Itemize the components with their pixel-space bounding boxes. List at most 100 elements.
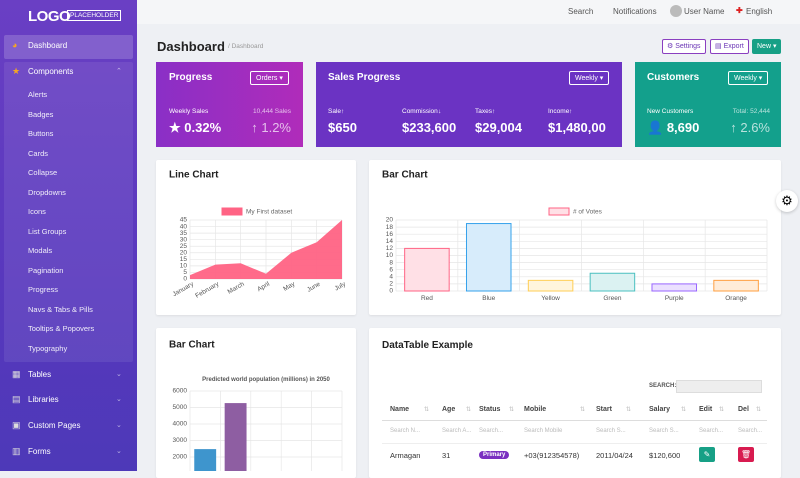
submenu-item[interactable]: Icons [28, 207, 46, 216]
column-header[interactable]: Salary [649, 406, 671, 413]
submenu-item[interactable]: Typography [28, 343, 68, 353]
submenu-item[interactable]: Modals [28, 246, 53, 255]
stat-value: 8,690 [666, 120, 700, 135]
chevron: ⌄ [116, 396, 122, 403]
x-tick-label: Blue [482, 295, 495, 302]
stat-value: 1.2% [261, 120, 291, 135]
column-filter[interactable]: Search N... [390, 428, 421, 434]
x-tick-label: April [256, 280, 271, 293]
language[interactable]: English [746, 7, 773, 16]
column-header[interactable]: Edit [699, 406, 713, 413]
progress-card: Progress Orders ▾ Weekly Sales 10,444 Sa… [156, 62, 303, 147]
column-header[interactable]: Name [390, 406, 410, 413]
column-header[interactable]: Start [596, 406, 612, 413]
y-tick-label: 18 [386, 224, 394, 231]
y-tick-label: 14 [386, 238, 394, 245]
y-tick-label: 20 [386, 217, 394, 224]
legend-swatch [548, 207, 570, 216]
search-input[interactable] [676, 380, 762, 393]
column-header[interactable]: Del [738, 406, 749, 413]
button-label: New [757, 43, 772, 50]
menu-item[interactable]: Dashboard [28, 41, 68, 50]
y-tick-label: 4 [389, 274, 393, 281]
submenu-item[interactable]: Alerts [28, 90, 48, 99]
export-button[interactable]: ▤ Export [710, 39, 749, 54]
metric-value: $233,600 [402, 120, 457, 135]
new-button[interactable]: New ▾ [752, 39, 782, 54]
bar [589, 272, 636, 292]
submenu-item[interactable]: Pagination [28, 265, 64, 275]
submenu-item[interactable]: Dropdowns [28, 187, 66, 197]
column-filter[interactable]: Search... [479, 428, 504, 434]
sort-icon: ⇅ [466, 407, 472, 413]
x-tick-label: May [282, 280, 297, 293]
dropdown[interactable]: Orders ▾ [250, 71, 289, 85]
sort-icon: ⇅ [424, 407, 430, 413]
y-tick-label: 10 [386, 252, 394, 259]
menu-item[interactable]: Tables [28, 370, 52, 379]
settings-fab[interactable]: ⚙ [776, 190, 798, 212]
submenu-item[interactable]: Navs & Tabs & Pills [28, 304, 93, 314]
search-link[interactable]: Search [568, 7, 594, 16]
datatable-card: DataTable Example SEARCH: Name ⇅ Search N.… [369, 328, 781, 478]
y-tick-label: 25 [180, 243, 188, 250]
submenu-item[interactable]: Badges [28, 109, 54, 119]
dropdown[interactable]: Weekly ▾ [569, 71, 610, 85]
menu-item[interactable]: Libraries [28, 395, 59, 404]
column-header[interactable]: Age [442, 406, 456, 413]
menu-icon: ◕ [12, 40, 18, 50]
column-filter[interactable]: Search A... [442, 428, 472, 434]
delete-button[interactable]: 🗑 [738, 447, 754, 462]
page-title: Dashboard [157, 39, 225, 54]
arrow: ↑ [569, 108, 573, 115]
flag: ✚ [736, 6, 743, 15]
card-title: Customers [647, 72, 700, 83]
table-cell: +03(912354578) [524, 451, 580, 460]
y-tick-label: 4000 [173, 421, 188, 428]
submenu-item[interactable]: Collapse [28, 168, 58, 177]
submenu-item[interactable]: Progress [28, 285, 59, 294]
column-filter[interactable]: Search Mobile [524, 428, 563, 434]
edit-button[interactable]: ✎ [699, 447, 715, 462]
menu-item[interactable]: Components [28, 67, 74, 76]
menu-icon: ▣ [12, 420, 21, 430]
bar [651, 283, 698, 292]
submenu-item[interactable]: Buttons [28, 129, 54, 138]
submenu-item[interactable]: List Groups [28, 226, 67, 236]
column-header[interactable]: Mobile [524, 406, 547, 413]
x-tick-label: July [333, 280, 347, 292]
notifications-link[interactable]: Notifications [613, 7, 657, 16]
x-tick-label: January [171, 280, 195, 298]
column-filter[interactable]: Search... [699, 428, 724, 434]
column-header[interactable]: Status [479, 406, 501, 413]
column-filter[interactable]: Search... [738, 428, 763, 434]
active-row [4, 35, 133, 59]
status-badge: Primary [479, 451, 510, 459]
card-title: Progress [169, 72, 213, 83]
menu-item[interactable]: Forms [28, 447, 51, 456]
y-tick-label: 10 [180, 263, 188, 270]
card-title: DataTable Example [382, 340, 473, 351]
button-label: Settings [675, 43, 701, 50]
dropdown[interactable]: Weekly ▾ [728, 71, 769, 85]
user-menu[interactable]: User Name [684, 7, 725, 16]
stat-label: 10,444 Sales [253, 108, 291, 115]
customers-card: Customers Weekly ▾ New Customers Total: … [635, 62, 781, 147]
y-tick-label: 45 [180, 217, 188, 224]
x-tick-label: Purple [665, 295, 684, 302]
menu-item[interactable]: Custom Pages [28, 421, 81, 430]
column-filter[interactable]: Search S... [596, 428, 626, 434]
y-tick-label: 6 [389, 266, 393, 273]
menu-icon: ▥ [12, 446, 21, 456]
metric-label: Commission [402, 108, 438, 115]
y-tick-label: 3000 [173, 437, 188, 444]
submenu-item[interactable]: Tooltips & Popovers [28, 324, 95, 333]
column-filter[interactable]: Search S... [649, 428, 679, 434]
submenu-item[interactable]: Cards [28, 148, 49, 158]
sort-icon: ⇅ [626, 407, 632, 413]
card-title: Sales Progress [328, 72, 401, 83]
settings-button[interactable]: ⚙ Settings [662, 39, 706, 54]
y-tick-label: 15 [180, 256, 188, 263]
submenu-bg [4, 62, 133, 362]
